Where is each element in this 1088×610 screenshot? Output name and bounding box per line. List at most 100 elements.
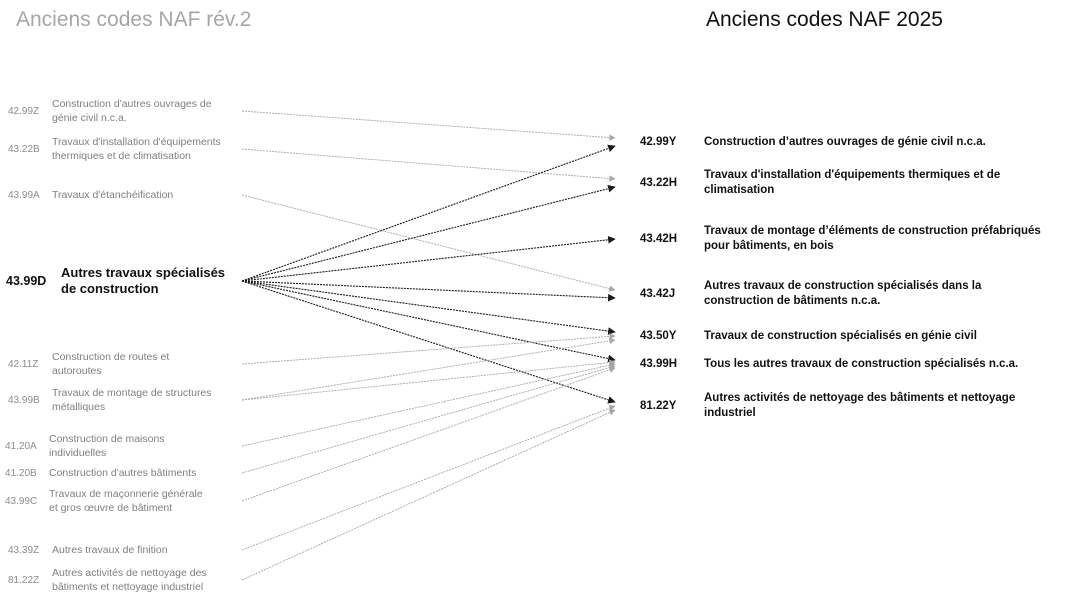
left-node-code: 43.99D bbox=[6, 274, 47, 288]
mapping-arrow-4399C-to-4399H bbox=[241, 366, 616, 502]
left-node-label-line: Construction d'autres bâtiments bbox=[49, 467, 197, 479]
left-node-label: Travaux de maçonnerie générale et gros œu… bbox=[49, 487, 203, 515]
left-node-code: 42.99Z bbox=[8, 105, 40, 117]
mapping-arrow-4399D-to-4399H bbox=[241, 280, 616, 363]
right-node-42-99Y: 42.99Y Construction d’autres ouvrages de … bbox=[640, 135, 986, 150]
left-node-label-line: Travaux de maçonnerie générale bbox=[49, 488, 203, 500]
right-column-title: Anciens codes NAF 2025 bbox=[706, 8, 943, 31]
mapping-arrow-4399D-to-4342J bbox=[241, 280, 616, 302]
left-node-label-line: et gros œuvre de bâtiment bbox=[49, 502, 173, 514]
left-node-label: Autres travaux spécialisés de constructio… bbox=[61, 265, 225, 297]
left-node-code: 81.22Z bbox=[8, 574, 40, 586]
left-node-label: Autres travaux de finition bbox=[52, 543, 168, 557]
right-node-label-line: construction de bâtiments n.c.a. bbox=[704, 295, 881, 307]
left-node-label-line: Autres travaux de finition bbox=[52, 544, 168, 556]
left-node-label-line: métalliques bbox=[52, 401, 106, 413]
right-node-label: Travaux de montage d’éléments de constru… bbox=[704, 224, 1041, 254]
left-node-label-line: Autres travaux spécialisés bbox=[61, 265, 226, 280]
left-node-label-line: Travaux de montage de structures bbox=[52, 387, 212, 399]
mapping-arrow-4339Z-to-8122Y bbox=[241, 405, 616, 551]
mapping-arrow-8122Z-to-8122Y bbox=[241, 409, 616, 581]
left-node-label: Construction d'autres ouvrages de génie c… bbox=[52, 97, 212, 125]
right-node-43-99H: 43.99H Tous les autres travaux de constru… bbox=[640, 357, 1018, 372]
right-node-code: 43.42H bbox=[640, 233, 678, 245]
right-node-code: 43.42J bbox=[640, 288, 676, 300]
left-column-title: Anciens codes NAF rév.2 bbox=[16, 8, 252, 31]
left-node-code: 41.20A bbox=[5, 440, 37, 452]
left-node-code: 42.11Z bbox=[8, 358, 39, 370]
left-node-label: Travaux d'étanchéification bbox=[52, 188, 173, 202]
left-node-43-99D: 43.99D Autres travaux spécialisés de const… bbox=[6, 265, 225, 297]
right-node-43-42H: 43.42H Travaux de montage d’éléments de c… bbox=[640, 224, 1041, 254]
left-node-code: 43.22B bbox=[8, 143, 40, 155]
left-node-code: 43.99C bbox=[5, 495, 38, 507]
left-node-label-line: Construction d'autres ouvrages de bbox=[52, 98, 212, 110]
left-node-43-39Z: 43.39Z Autres travaux de finition bbox=[8, 543, 168, 557]
left-node-43-99A: 43.99A Travaux d'étanchéification bbox=[8, 188, 173, 202]
right-node-label: Construction d’autres ouvrages de génie … bbox=[704, 135, 986, 150]
right-node-label-line: Autres activités de nettoyage des bâtime… bbox=[704, 392, 1016, 404]
left-node-label-line: de construction bbox=[61, 281, 159, 296]
left-node-label-line: Construction de routes et bbox=[52, 351, 170, 363]
mapping-arrow-4399B-to-4399H bbox=[241, 359, 616, 401]
left-node-41-20A: 41.20A Construction de maisons individuell… bbox=[5, 432, 165, 460]
right-node-label-line: Construction d’autres ouvrages de génie … bbox=[704, 135, 986, 148]
left-node-label: Travaux d'installation d'équipements ther… bbox=[52, 135, 221, 163]
left-node-43-22B: 43.22B Travaux d'installation d'équipemen… bbox=[8, 135, 221, 163]
left-node-label-line: bâtiments et nettoyage industriel bbox=[52, 581, 204, 593]
right-node-code: 81.22Y bbox=[640, 400, 677, 412]
right-node-label: Travaux de construction spécialisés en g… bbox=[704, 329, 977, 344]
left-node-label-line: Travaux d'installation d'équipements bbox=[52, 136, 221, 148]
mapping-arrow-4399B-to-4350Y bbox=[241, 337, 616, 401]
right-node-label-line: Tous les autres travaux de construction … bbox=[704, 357, 1019, 370]
mapping-arrow-4322B-to-4322H bbox=[241, 148, 616, 182]
right-node-label: Autres travaux de construction spécialis… bbox=[704, 279, 981, 309]
right-node-43-42J: 43.42J Autres travaux de construction spé… bbox=[640, 279, 981, 309]
left-node-label-line: génie civil n.c.a. bbox=[52, 112, 127, 124]
left-node-label-line: individuelles bbox=[49, 447, 107, 459]
left-node-label-line: Autres activités de nettoyage des bbox=[52, 567, 207, 579]
left-node-81-22Z: 81.22Z Autres activités de nettoyage des b… bbox=[8, 566, 207, 594]
mapping-arrow-4120B-to-4399H bbox=[241, 364, 616, 474]
right-node-code: 42.99Y bbox=[640, 136, 677, 148]
left-node-42-99Z: 42.99Z Construction d'autres ouvrages de g… bbox=[8, 97, 212, 125]
left-node-label-line: Travaux d'étanchéification bbox=[52, 189, 174, 201]
right-node-label-line: industriel bbox=[704, 407, 756, 419]
mapping-arrow-4399D-to-4342H bbox=[241, 235, 616, 282]
left-node-label: Travaux de montage de structures métalliq… bbox=[52, 386, 212, 414]
left-node-label: Construction de maisons individuelles bbox=[49, 432, 165, 460]
left-node-label: Autres activités de nettoyage des bâtimen… bbox=[52, 566, 207, 594]
left-node-41-20B: 41.20B Construction d'autres bâtiments bbox=[5, 466, 196, 480]
right-node-label-line: Autres travaux de construction spécialis… bbox=[704, 280, 982, 292]
left-node-43-99B: 43.99B Travaux de montage de structures mé… bbox=[8, 386, 212, 414]
left-node-label-line: autoroutes bbox=[52, 365, 102, 377]
mapping-arrow-4399D-to-4299Y bbox=[241, 144, 616, 282]
left-node-code: 43.39Z bbox=[8, 544, 40, 556]
right-node-label-line: pour bâtiments, en bois bbox=[704, 240, 834, 252]
mapping-arrow-4120A-to-4399H bbox=[241, 362, 616, 447]
left-node-code: 41.20B bbox=[5, 467, 37, 479]
mapping-arrow-4211Z-to-4350Y bbox=[241, 333, 616, 365]
left-node-43-99C: 43.99C Travaux de maçonnerie générale et g… bbox=[5, 487, 203, 515]
right-node-label-line: Travaux d'installation d'équipements the… bbox=[704, 169, 1001, 181]
right-node-label-line: Travaux de construction spécialisés en g… bbox=[704, 329, 977, 342]
right-node-43-50Y: 43.50Y Travaux de construction spécialisé… bbox=[640, 329, 977, 344]
left-node-label: Construction d'autres bâtiments bbox=[49, 466, 196, 480]
left-node-label: Construction de routes et autoroutes bbox=[52, 350, 169, 378]
right-node-label: Travaux d'installation d'équipements the… bbox=[704, 168, 1000, 198]
right-node-81-22Y: 81.22Y Autres activités de nettoyage des … bbox=[640, 391, 1015, 421]
right-node-43-22H: 43.22H Travaux d'installation d'équipemen… bbox=[640, 168, 1000, 198]
mapping-arrow-4399D-to-4322H bbox=[241, 184, 616, 282]
right-node-code: 43.99H bbox=[640, 358, 678, 370]
left-node-code: 43.99A bbox=[8, 189, 40, 201]
right-node-code: 43.50Y bbox=[640, 330, 677, 342]
right-node-label: Tous les autres travaux de construction … bbox=[704, 357, 1018, 372]
right-node-label-line: Travaux de montage d’éléments de constru… bbox=[704, 225, 1041, 237]
left-node-code: 43.99B bbox=[8, 394, 40, 406]
mapping-arrow-4399D-to-4350Y bbox=[241, 280, 616, 335]
right-node-label: Autres activités de nettoyage des bâtime… bbox=[704, 391, 1015, 421]
mapping-arrow-4399A-to-4342J bbox=[241, 194, 616, 292]
mapping-arrow-4299Z-to-4299Y bbox=[241, 110, 616, 141]
left-node-42-11Z: 42.11Z Construction de routes et autoroute… bbox=[8, 350, 169, 378]
